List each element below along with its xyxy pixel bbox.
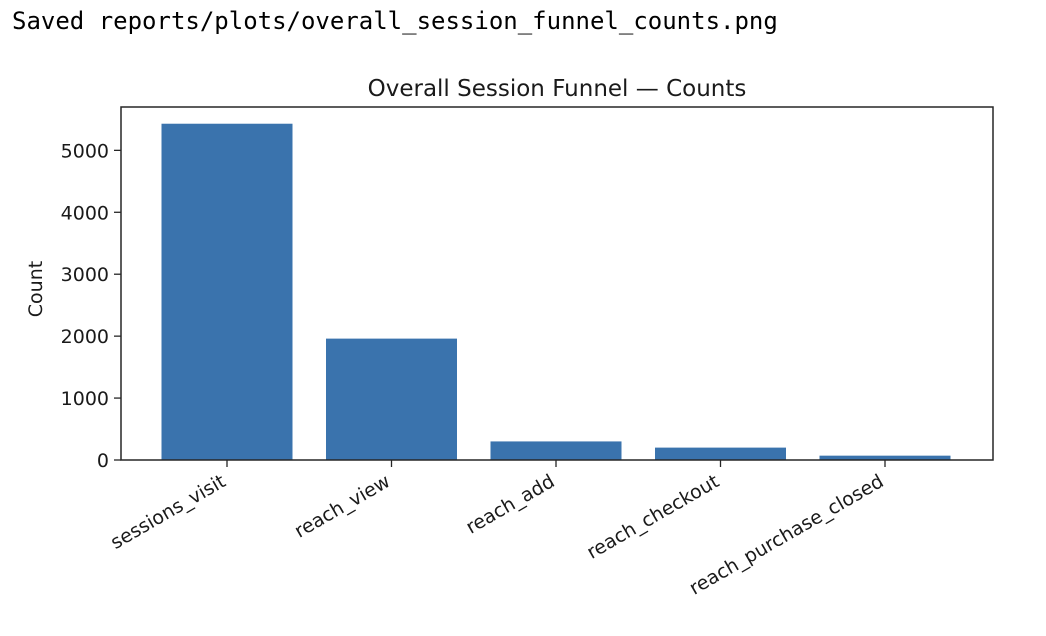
y-tick-label: 5000 [61,140,109,162]
x-tick-label: reach_add [462,470,558,538]
cell-output-text: Saved reports/plots/overall_session_funn… [12,7,778,35]
x-tick-label: sessions_visit [107,470,230,553]
plot-frame [120,106,994,461]
y-tick-label: 4000 [61,202,109,224]
y-axis-label: Count [25,261,47,317]
x-axis-ticks: sessions_visit reach_view reach_add reach_c… [107,460,888,600]
bars-layer [161,123,951,460]
y-tick-label: 1000 [61,388,109,410]
bar-reach-add [490,441,622,460]
bar-reach-checkout [655,447,786,460]
bar-reach-view [326,338,457,460]
y-axis-ticks: 0 1000 2000 3000 4000 5000 [61,140,121,472]
bar-reach-purchase-closed [819,455,951,460]
chart-title: Overall Session Funnel — Counts [368,76,747,102]
y-tick-label: 0 [97,450,109,472]
x-tick-label: reach_view [291,470,394,542]
bar-sessions-visit [161,123,293,460]
y-tick-label: 3000 [61,264,109,286]
y-tick-label: 2000 [61,326,109,348]
x-tick-label: reach_checkout [583,470,723,563]
